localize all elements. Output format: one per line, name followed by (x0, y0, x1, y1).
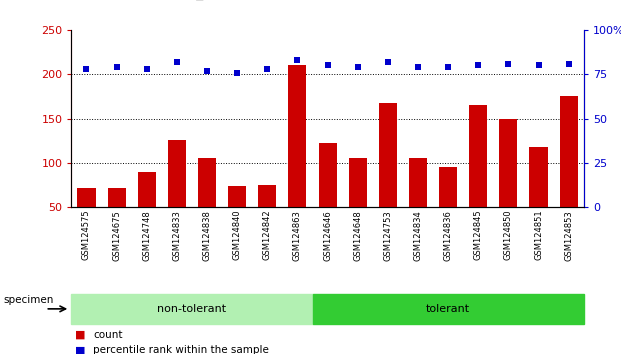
Bar (530, 147, 548, 251)
Bar (78, 188, 96, 251)
Point (232, 70, 242, 75)
Point (473, 63, 483, 68)
Point (292, 57, 302, 63)
Point (81, 66, 91, 72)
Bar (499, 119, 517, 251)
Bar (288, 65, 307, 251)
Point (142, 66, 152, 72)
Point (202, 68, 212, 74)
Text: specimen: specimen (3, 295, 53, 305)
Text: ■: ■ (75, 330, 85, 339)
Bar (469, 105, 487, 251)
Bar (138, 172, 156, 251)
Bar (168, 140, 186, 251)
Point (383, 59, 393, 65)
Point (533, 63, 543, 68)
Point (413, 64, 423, 70)
Bar (409, 158, 427, 251)
Point (504, 61, 514, 67)
Bar (560, 96, 578, 251)
Bar (379, 103, 397, 251)
Bar (228, 186, 246, 251)
Text: ■: ■ (75, 346, 85, 354)
Point (112, 64, 122, 70)
Bar (439, 167, 457, 251)
Point (172, 59, 182, 65)
Text: tolerant: tolerant (426, 304, 470, 314)
Text: non-tolerant: non-tolerant (157, 304, 227, 314)
Bar (319, 143, 337, 251)
Point (353, 64, 363, 70)
Text: percentile rank within the sample: percentile rank within the sample (93, 346, 269, 354)
Bar (348, 158, 367, 251)
Bar (198, 159, 216, 251)
Bar (107, 188, 125, 251)
Point (564, 61, 574, 67)
Point (323, 63, 333, 68)
Text: count: count (93, 330, 123, 339)
Point (443, 64, 453, 70)
Bar (258, 185, 276, 251)
Point (262, 66, 272, 72)
